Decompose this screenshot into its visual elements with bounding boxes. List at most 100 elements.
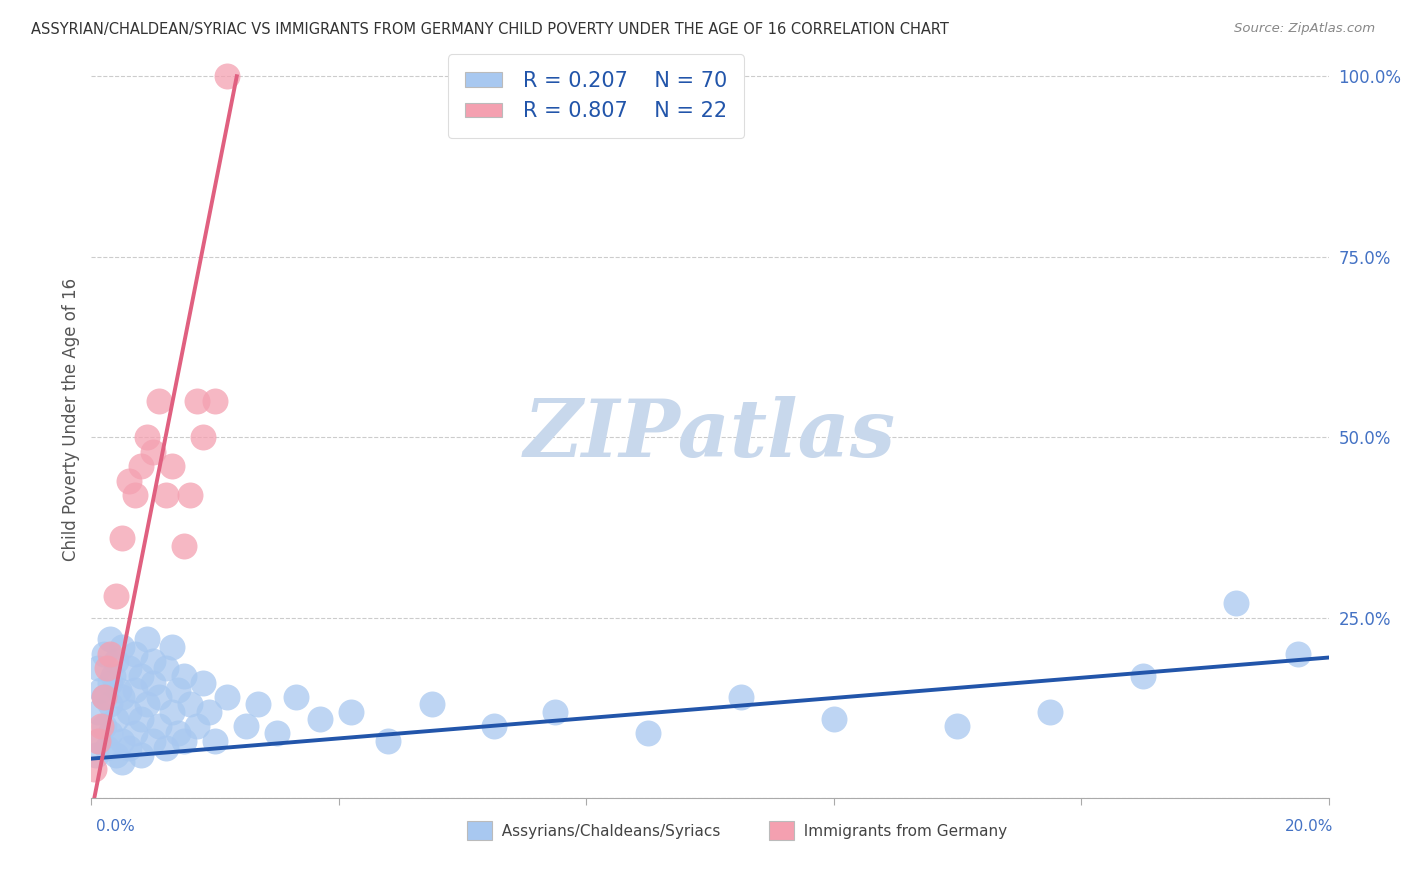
Point bbox=[111, 690, 134, 705]
Point bbox=[117, 661, 139, 675]
Point bbox=[105, 654, 128, 668]
Point bbox=[155, 661, 177, 675]
Point bbox=[155, 740, 177, 755]
Point bbox=[124, 683, 146, 698]
Point bbox=[173, 733, 195, 747]
Point bbox=[284, 690, 307, 705]
Point bbox=[148, 394, 170, 409]
Point bbox=[1039, 705, 1062, 719]
Point bbox=[204, 394, 226, 409]
Point bbox=[93, 719, 115, 733]
Point bbox=[482, 719, 505, 733]
Point bbox=[191, 675, 214, 690]
Point bbox=[108, 683, 131, 698]
Point bbox=[142, 733, 165, 747]
Point bbox=[111, 640, 134, 654]
Point bbox=[117, 474, 139, 488]
Point bbox=[136, 430, 159, 444]
Point bbox=[111, 756, 134, 770]
Text: Assyrians/Chaldeans/Syriacs: Assyrians/Chaldeans/Syriacs bbox=[492, 824, 720, 838]
Point bbox=[823, 712, 845, 726]
Point bbox=[142, 654, 165, 668]
Point bbox=[204, 733, 226, 747]
Point bbox=[167, 726, 190, 740]
Point bbox=[160, 459, 183, 474]
Point bbox=[946, 719, 969, 733]
Text: 0.0%: 0.0% bbox=[96, 819, 135, 834]
Text: Immigrants from Germany: Immigrants from Germany bbox=[794, 824, 1008, 838]
Point bbox=[129, 668, 152, 682]
Point bbox=[86, 661, 108, 675]
Point bbox=[98, 647, 121, 661]
Text: Source: ZipAtlas.com: Source: ZipAtlas.com bbox=[1234, 22, 1375, 36]
Point bbox=[136, 698, 159, 712]
Point bbox=[160, 705, 183, 719]
Point bbox=[124, 647, 146, 661]
Point bbox=[101, 668, 124, 682]
Point bbox=[1225, 596, 1247, 610]
Point bbox=[1286, 647, 1309, 661]
Point bbox=[235, 719, 257, 733]
Legend: R = 0.207    N = 70, R = 0.807    N = 22: R = 0.207 N = 70, R = 0.807 N = 22 bbox=[449, 54, 744, 138]
Point bbox=[124, 726, 146, 740]
Point bbox=[129, 712, 152, 726]
Point bbox=[86, 733, 108, 747]
Point bbox=[173, 668, 195, 682]
Point bbox=[148, 719, 170, 733]
Point bbox=[129, 747, 152, 762]
Point bbox=[544, 705, 567, 719]
Point bbox=[142, 675, 165, 690]
Point bbox=[90, 683, 112, 698]
Point bbox=[1132, 668, 1154, 682]
Point bbox=[309, 712, 332, 726]
Point bbox=[96, 661, 118, 675]
Point bbox=[98, 726, 121, 740]
Point bbox=[142, 444, 165, 458]
Point bbox=[155, 488, 177, 502]
Text: 20.0%: 20.0% bbox=[1285, 819, 1333, 834]
Point bbox=[136, 632, 159, 647]
Point bbox=[173, 539, 195, 553]
Point bbox=[98, 675, 121, 690]
Point bbox=[117, 705, 139, 719]
Point bbox=[179, 698, 201, 712]
Point bbox=[105, 747, 128, 762]
Point bbox=[98, 698, 121, 712]
Point bbox=[93, 690, 115, 705]
Point bbox=[117, 740, 139, 755]
Point bbox=[198, 705, 221, 719]
Point bbox=[179, 488, 201, 502]
Point bbox=[167, 683, 190, 698]
Point bbox=[730, 690, 752, 705]
Point bbox=[93, 690, 115, 705]
Point bbox=[87, 733, 110, 747]
Point bbox=[148, 690, 170, 705]
Point bbox=[266, 726, 288, 740]
Point bbox=[340, 705, 363, 719]
Point bbox=[160, 640, 183, 654]
Point bbox=[111, 532, 134, 546]
Text: ZIPatlas: ZIPatlas bbox=[524, 396, 896, 473]
Point bbox=[186, 394, 208, 409]
Point bbox=[377, 733, 399, 747]
Point bbox=[124, 488, 146, 502]
Point bbox=[129, 459, 152, 474]
Point bbox=[98, 632, 121, 647]
Point bbox=[191, 430, 214, 444]
Point bbox=[90, 719, 112, 733]
Text: ASSYRIAN/CHALDEAN/SYRIAC VS IMMIGRANTS FROM GERMANY CHILD POVERTY UNDER THE AGE : ASSYRIAN/CHALDEAN/SYRIAC VS IMMIGRANTS F… bbox=[31, 22, 949, 37]
Point bbox=[217, 690, 239, 705]
Point bbox=[111, 733, 134, 747]
Point bbox=[86, 747, 108, 762]
Point bbox=[247, 698, 270, 712]
Point bbox=[83, 763, 105, 777]
Point bbox=[86, 705, 108, 719]
Point bbox=[420, 698, 443, 712]
Point bbox=[96, 740, 118, 755]
Y-axis label: Child Poverty Under the Age of 16: Child Poverty Under the Age of 16 bbox=[62, 277, 80, 561]
Point bbox=[93, 647, 115, 661]
Point bbox=[105, 589, 128, 603]
Point bbox=[186, 719, 208, 733]
Point bbox=[217, 69, 239, 83]
Point bbox=[637, 726, 659, 740]
